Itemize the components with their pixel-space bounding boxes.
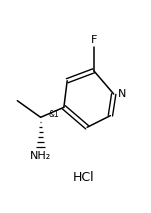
- Text: N: N: [117, 89, 126, 99]
- Text: F: F: [91, 35, 97, 45]
- Text: &1: &1: [48, 110, 59, 119]
- Text: NH₂: NH₂: [30, 151, 51, 161]
- Text: HCl: HCl: [73, 171, 95, 184]
